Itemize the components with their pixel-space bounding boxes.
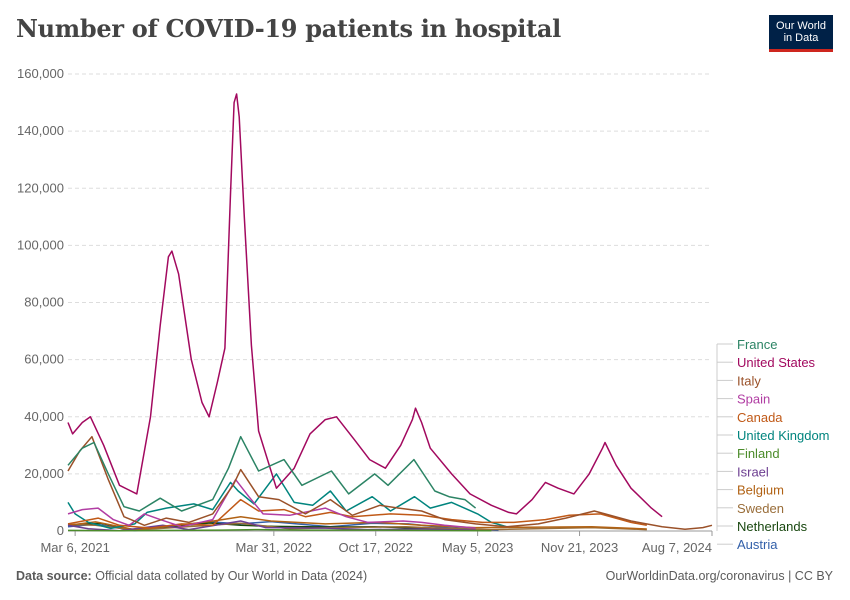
legend-label-sweden: Sweden: [737, 501, 784, 516]
series-line-italy: [67, 435, 713, 531]
legend-label-israel: Israel: [737, 464, 769, 479]
series-line-united-kingdom: [67, 473, 507, 530]
y-tick-label: 0: [57, 523, 64, 538]
data-source-label: Data source:: [16, 569, 92, 583]
y-tick-label: 20,000: [24, 466, 64, 481]
series-line-belgium: [67, 515, 647, 531]
y-axis-ticks: 0 20,000 40,000 60,000 80,000 100,000 120,000 1…: [17, 66, 64, 538]
y-tick-label: 100,000: [17, 237, 64, 252]
logo-line-2: in Data: [783, 32, 819, 44]
y-tick-label: 120,000: [17, 180, 64, 195]
series-line-finland: [67, 528, 492, 532]
legend-label-italy: Italy: [737, 373, 761, 388]
legend-label-spain: Spain: [737, 392, 770, 407]
y-tick-label: 80,000: [24, 295, 64, 310]
x-tick-label: May 5, 2023: [442, 540, 514, 555]
series-line-france: [67, 435, 477, 512]
y-tick-label: 160,000: [17, 66, 64, 81]
owid-logo[interactable]: Our World in Data: [769, 15, 833, 52]
series-line-spain: [67, 478, 476, 529]
y-tick-label: 140,000: [17, 123, 64, 138]
x-tick-label: Oct 17, 2022: [339, 540, 413, 555]
series-lines: [67, 93, 713, 532]
logo-red-bar: [769, 49, 833, 52]
x-tick-label: Mar 31, 2022: [236, 540, 313, 555]
series-line-united-states: [67, 93, 663, 518]
x-axis-ticks: Mar 6, 2021 Mar 31, 2022 Oct 17, 2022 May 5…: [40, 531, 713, 555]
legend-label-netherlands: Netherlands: [737, 519, 808, 534]
source-url[interactable]: OurWorldinData.org/coronavirus | CC BY: [605, 569, 833, 583]
legend-label-france: France: [737, 337, 777, 352]
y-tick-label: 40,000: [24, 409, 64, 424]
data-source-text: Official data collated by Our World in D…: [95, 569, 368, 583]
y-tick-label: 60,000: [24, 352, 64, 367]
legend-label-finland: Finland: [737, 446, 780, 461]
legend-label-austria: Austria: [737, 537, 778, 552]
series-line-sweden: [67, 522, 647, 531]
x-tick-label: Mar 6, 2021: [40, 540, 109, 555]
chart-title: Number of COVID-19 patients in hospital: [16, 14, 561, 43]
legend-label-belgium: Belgium: [737, 483, 784, 498]
legend-label-united-kingdom: United Kingdom: [737, 428, 830, 443]
logo-line-1: Our World: [776, 20, 826, 32]
legend-label-united-states: United States: [737, 355, 816, 370]
legend: France United States Italy Spain Canada Unite…: [716, 337, 830, 552]
x-tick-label: Nov 21, 2023: [541, 540, 618, 555]
data-source: Data source: Official data collated by O…: [16, 569, 367, 583]
x-tick-label: Aug 7, 2024: [642, 540, 712, 555]
legend-label-canada: Canada: [737, 410, 783, 425]
